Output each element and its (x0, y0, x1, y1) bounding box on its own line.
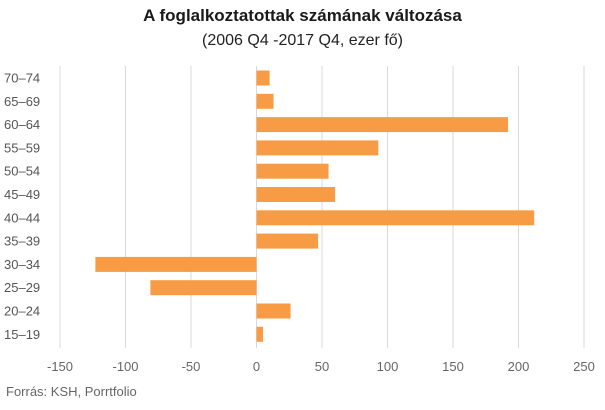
x-tick-label: 150 (442, 359, 464, 374)
bar (256, 70, 270, 86)
chart-title: A foglalkoztatottak számának változása (143, 6, 462, 25)
x-tick-label: 200 (508, 359, 530, 374)
bar (256, 233, 319, 249)
x-tick-label: 250 (573, 359, 595, 374)
y-tick-label: 35–39 (4, 234, 40, 249)
bar (95, 256, 257, 272)
bar (256, 303, 291, 319)
y-tick-label: 20–24 (4, 304, 40, 319)
bar (256, 210, 535, 226)
x-tick-label: 100 (377, 359, 399, 374)
y-tick-label: 65–69 (4, 94, 40, 109)
y-tick-label: 45–49 (4, 187, 40, 202)
y-tick-label: 40–44 (4, 210, 40, 225)
bar-chart: -150 -100 -50 0 50 100 150 200 250 70–74 65–69 60–6… (4, 66, 595, 374)
bar (256, 326, 264, 342)
y-tick-label: 50–54 (4, 164, 40, 179)
bar (256, 117, 509, 133)
x-tick-label: 0 (253, 359, 260, 374)
x-tick-label: 50 (315, 359, 329, 374)
y-tick-label: 15–19 (4, 327, 40, 342)
x-tick-label: -50 (182, 359, 201, 374)
y-tick-label: 60–64 (4, 117, 40, 132)
y-tick-label: 30–34 (4, 257, 40, 272)
y-tick-label: 70–74 (4, 71, 40, 86)
source-note: Forrás: KSH, Porrtfolio (6, 384, 137, 399)
bar (256, 140, 379, 156)
bar (256, 187, 336, 202)
bar (256, 93, 274, 109)
x-tick-label: -100 (112, 359, 138, 374)
y-tick-label: 25–29 (4, 280, 40, 295)
chart-subtitle: (2006 Q4 -2017 Q4, ezer fő) (202, 32, 403, 49)
bar (256, 163, 329, 179)
x-tick-label: -150 (47, 359, 73, 374)
y-tick-label: 55–59 (4, 140, 40, 155)
bar (150, 280, 257, 296)
